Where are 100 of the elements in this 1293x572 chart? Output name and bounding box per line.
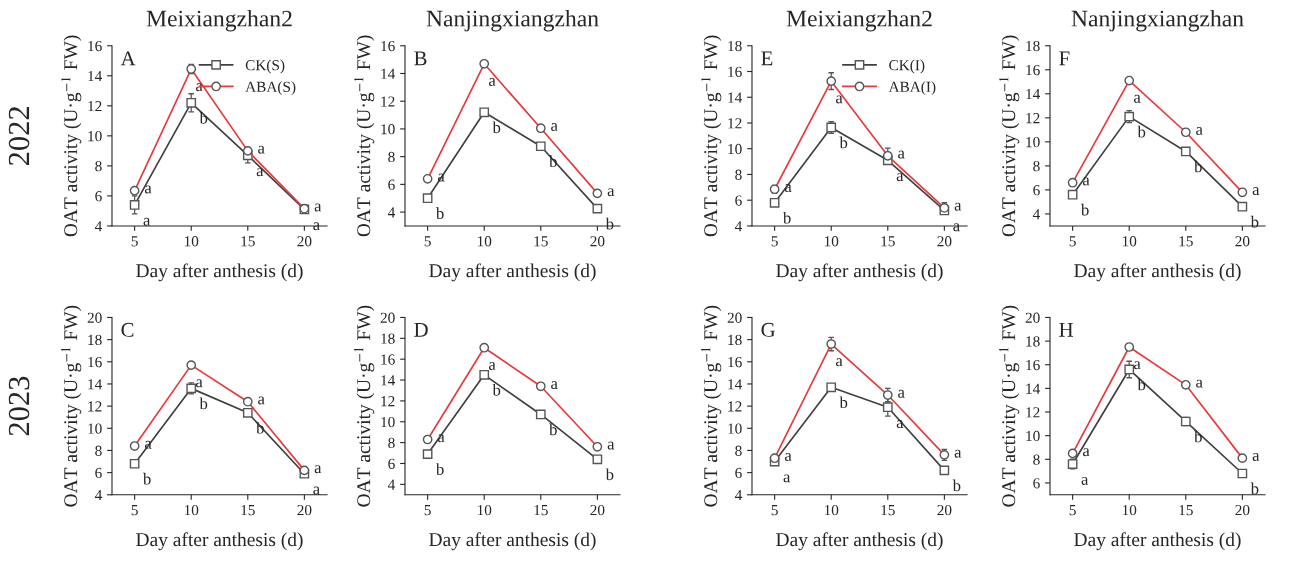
annotation: a [607,441,615,450]
y-axis-title: OAT activity (U·g$^{−1}$ FW) [354,35,375,237]
y-tick-label: 12 [381,96,395,107]
x-tick-label: 15 [881,505,895,516]
y-tick-label: 16 [728,356,742,368]
annotation: a [1133,94,1141,103]
x-tick-label: 5 [1069,236,1076,247]
annotation: b [782,211,791,224]
annotation: a [896,420,904,429]
y-tick-label: 4 [387,479,396,490]
chart-title: Nanjingxiangzhan [1071,9,1244,32]
annotation: b [839,136,848,149]
y-tick-label: 12 [728,118,742,129]
y-tick-label: 6 [1033,185,1040,196]
annotation: b [1250,215,1259,228]
annotation: a [835,95,843,104]
y-tick-label: 18 [1026,40,1040,52]
y-tick-label: 8 [95,161,102,172]
text: 2022 [8,106,30,166]
y-tick-label: 14 [1026,89,1041,100]
annotation: D [414,323,428,337]
y-tick-label: 10 [1026,430,1040,442]
chart-title: Meixiangzhan2 [146,9,292,32]
annotation: a [784,453,792,461]
x-tick-label: 20 [937,504,952,516]
y-tick-label: 8 [388,151,395,163]
x-tick-label: 20 [297,236,312,247]
legend-label: CK(I) [889,59,925,74]
y-tick-label: 16 [88,40,102,52]
y-tick-label: 4 [94,490,103,501]
annotation: a [1252,452,1260,461]
annotation: G [761,322,775,337]
annotation: b [1080,203,1089,216]
annotation: b [1137,378,1146,391]
y-tick-label: 20 [1025,312,1040,323]
x-tick-label: 15 [534,505,548,516]
annotation: E [761,51,773,66]
y-tick-label: 14 [728,92,743,103]
y-tick-label: 6 [388,458,395,469]
annotation: a [1196,379,1203,388]
y-tick-label: 4 [387,207,396,218]
annotation: b [492,121,501,134]
annotation: b [839,396,848,409]
annotation: a [954,202,962,211]
x-tick-label: 5 [1069,505,1076,516]
y-axis-title: OAT activity (U·g$^{−1}$ FW) [61,305,82,507]
x-tick-label: 15 [881,236,895,247]
annotation: a [898,150,905,159]
annotation: H [1059,323,1074,337]
y-axis-title: OAT activity (U·g$^{−1}$ FW) [701,305,722,507]
y-tick-label: 16 [88,356,102,368]
y-tick-label: 4 [734,221,743,232]
annotation: a [551,381,558,390]
y-tick-label: 12 [381,396,395,407]
annotation: a [784,184,792,193]
annotation: b [1137,125,1146,138]
x-tick-label: 5 [424,505,431,516]
annotation: a [835,358,843,367]
y-tick-label: 14 [88,379,103,390]
x-tick-label: 20 [1235,236,1250,247]
y-tick-label: 18 [728,40,742,52]
y-tick-label: 18 [728,334,742,346]
y-tick-label: 18 [381,333,395,344]
y-tick-label: 10 [88,130,102,142]
y-tick-label: 12 [1026,113,1040,124]
x-tick-label: 10 [477,504,492,516]
x-tick-label: 5 [424,236,431,247]
chart-title: Nanjingxiangzhan [426,9,599,32]
y-tick-label: 8 [95,445,102,456]
y-tick-label: 12 [1026,407,1040,418]
x-axis-title: Day after anthesis (d) [1074,532,1241,551]
annotation: a [1082,448,1090,457]
annotation: a [143,217,151,226]
y-tick-label: 16 [381,40,395,52]
y-axis-title: OAT activity (U·g$^{−1}$ FW) [999,35,1020,237]
y-tick-label: 10 [1026,137,1040,148]
annotation: b [605,217,614,230]
y-tick-label: 8 [735,445,742,456]
y-tick-label: 18 [1026,336,1040,347]
x-tick-label: 5 [131,236,138,247]
annotation: b [1194,160,1202,173]
x-tick-label: 20 [937,236,952,247]
annotation: b [952,479,961,492]
x-tick-label: 15 [241,236,255,247]
annotation: a [1082,177,1090,186]
y-tick-label: 4 [1032,209,1041,220]
y-tick-label: 12 [88,401,102,412]
chart-title: Meixiangzhan2 [786,9,932,32]
y-tick-label: 20 [380,312,395,323]
x-tick-label: 20 [590,236,605,247]
y-tick-label: 4 [94,221,103,232]
y-tick-label: 6 [735,467,742,479]
y-tick-label: 20 [727,312,742,323]
x-tick-label: 20 [590,504,605,516]
annotation: a [313,486,320,495]
annotation: A [120,51,136,66]
annotation: a [195,379,203,388]
annotation: a [258,145,265,154]
annotation: b [1194,430,1202,443]
x-tick-label: 10 [1122,236,1137,247]
